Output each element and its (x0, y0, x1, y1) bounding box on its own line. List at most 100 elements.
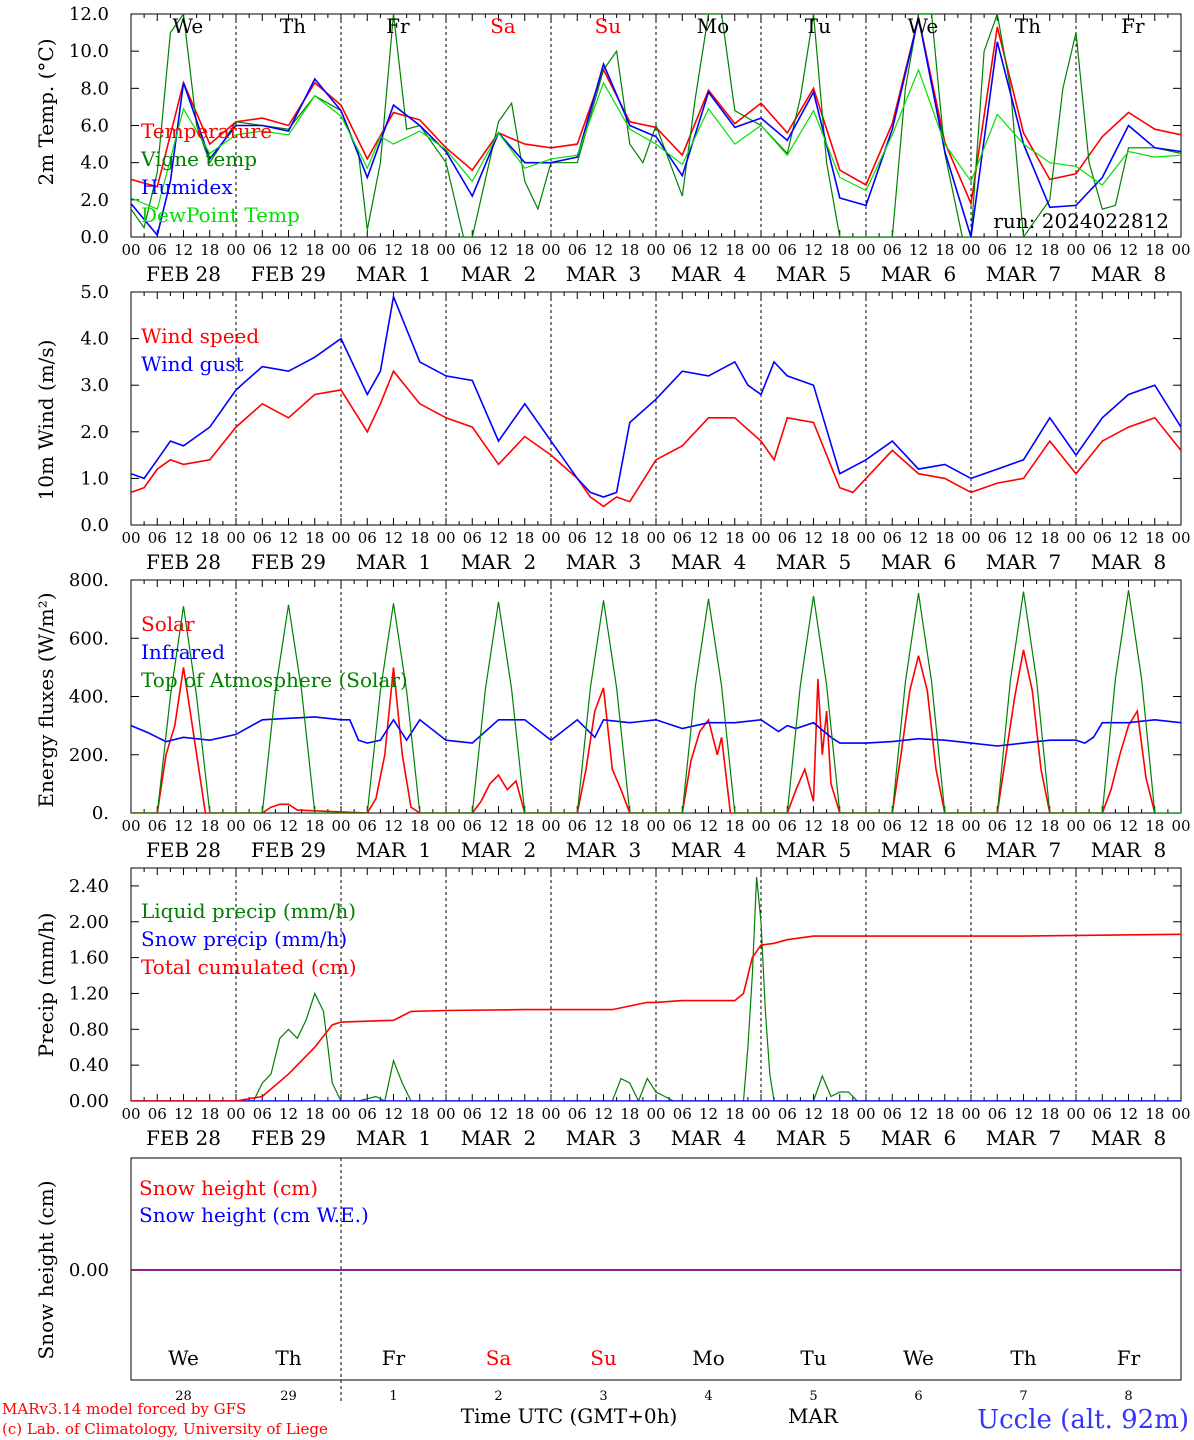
day-number-label: 6 (914, 1389, 922, 1404)
hour-tick-label: 00 (856, 529, 875, 547)
series-line-solar (131, 649, 1156, 813)
hour-tick-label: 06 (358, 529, 377, 547)
date-label: FEB 28 (146, 838, 221, 862)
series-line-humidex (131, 17, 1181, 237)
hour-tick-label: 12 (804, 1105, 823, 1123)
hour-tick-label: 12 (489, 241, 508, 259)
y-tick-label: 0.0 (80, 227, 109, 248)
legend-entry: Humidex (141, 175, 233, 199)
hour-tick-label: 18 (515, 817, 534, 835)
hour-tick-label: 06 (673, 529, 692, 547)
y-axis-label: Snow height (cm) (34, 1180, 58, 1359)
hour-tick-label: 12 (279, 817, 298, 835)
hour-tick-label: 00 (541, 1105, 560, 1123)
hour-tick-label: 12 (594, 817, 613, 835)
hour-tick-label: 00 (226, 1105, 245, 1123)
hour-tick-label: 18 (620, 817, 639, 835)
hour-tick-label: 18 (935, 529, 954, 547)
date-label: FEB 28 (146, 1126, 221, 1150)
hour-tick-label: 00 (751, 817, 770, 835)
hour-tick-label: 06 (463, 529, 482, 547)
y-tick-label: 400. (69, 687, 109, 708)
hour-tick-label: 00 (436, 241, 455, 259)
hour-tick-label: 00 (121, 241, 140, 259)
hour-tick-label: 00 (961, 529, 980, 547)
hour-tick-label: 06 (148, 241, 167, 259)
hour-tick-label: 12 (699, 1105, 718, 1123)
hour-tick-label: 12 (279, 241, 298, 259)
legend-entry: Vigne temp (140, 147, 257, 171)
chart-panel-3: 00 06 12 18 00 06 12 18 00 06 12 18 00 06 12 18 00 06 12 18… (34, 570, 1191, 862)
y-axis-label: 2m Temp. (°C) (34, 38, 58, 185)
date-label: MAR 7 (986, 1126, 1061, 1150)
date-label: MAR 4 (671, 838, 746, 862)
y-tick-label: 6.0 (80, 116, 109, 137)
date-label: MAR 3 (566, 550, 641, 574)
y-axis-label: Energy fluxes (W/m²) (34, 592, 58, 807)
hour-tick-label: 12 (909, 529, 928, 547)
series-line-dewpoint-temp (131, 68, 1181, 210)
hour-tick-label: 06 (568, 1105, 587, 1123)
hour-tick-label: 00 (1171, 529, 1190, 547)
hour-tick-label: 00 (541, 817, 560, 835)
hour-tick-label: 00 (751, 241, 770, 259)
hour-tick-label: 18 (1145, 817, 1164, 835)
hour-tick-label: 12 (1119, 817, 1138, 835)
hour-tick-label: 00 (646, 1105, 665, 1123)
y-tick-label: 2.40 (69, 876, 109, 897)
hour-tick-label: 06 (568, 529, 587, 547)
day-number-label: 1 (389, 1389, 397, 1404)
hour-tick-label: 06 (988, 1105, 1007, 1123)
hour-tick-label: 18 (305, 1105, 324, 1123)
hour-tick-label: 00 (1171, 1105, 1190, 1123)
hour-tick-label: 00 (856, 817, 875, 835)
hour-tick-label: 00 (331, 1105, 350, 1123)
hour-tick-label: 12 (804, 529, 823, 547)
run-annotation: run: 2024022812 (993, 209, 1169, 233)
hour-tick-label: 06 (253, 529, 272, 547)
hour-tick-label: 00 (226, 529, 245, 547)
date-label: MAR 5 (776, 550, 851, 574)
hour-tick-label: 06 (883, 529, 902, 547)
hour-tick-label: 12 (174, 1105, 193, 1123)
lab-credit: (c) Lab. of Climatology, University of L… (2, 1420, 328, 1438)
day-number-label: 28 (175, 1389, 192, 1404)
hour-tick-label: 18 (305, 817, 324, 835)
hour-tick-label: 06 (148, 817, 167, 835)
hour-tick-label: 18 (410, 817, 429, 835)
panel-frame (130, 1157, 1182, 1381)
weekday-label: Fr (1117, 1346, 1141, 1370)
hour-tick-label: 06 (253, 241, 272, 259)
hour-tick-label: 06 (673, 817, 692, 835)
hour-tick-label: 18 (1040, 241, 1059, 259)
hour-tick-label: 12 (1014, 817, 1033, 835)
hour-tick-label: 06 (358, 817, 377, 835)
date-label: MAR 1 (356, 550, 431, 574)
date-label: MAR 2 (461, 1126, 536, 1150)
y-axis-label: Precip (mm/h) (34, 913, 58, 1058)
chart-panel-2: 00 06 12 18 00 06 12 18 00 06 12 18 00 06 12 18 00 06 12 18… (34, 282, 1191, 574)
date-label: FEB 29 (251, 1126, 326, 1150)
date-label: MAR 8 (1091, 1126, 1166, 1150)
legend-entry: Snow height (cm W.E.) (139, 1203, 369, 1227)
hour-tick-label: 00 (1066, 817, 1085, 835)
hour-tick-label: 00 (856, 241, 875, 259)
hour-tick-label: 12 (1014, 529, 1033, 547)
hour-tick-label: 18 (410, 529, 429, 547)
hour-tick-label: 18 (515, 1105, 534, 1123)
hour-tick-label: 12 (489, 1105, 508, 1123)
hour-tick-label: 06 (883, 1105, 902, 1123)
hour-tick-label: 00 (331, 817, 350, 835)
hour-tick-label: 18 (410, 241, 429, 259)
hour-tick-label: 12 (1119, 1105, 1138, 1123)
y-tick-label: 0.0 (80, 515, 109, 536)
y-tick-label: 0.00 (69, 1091, 109, 1112)
day-number-label: 7 (1019, 1389, 1027, 1404)
day-number-label: 29 (280, 1389, 297, 1404)
hour-tick-label: 00 (436, 1105, 455, 1123)
y-tick-label: 1.0 (80, 468, 109, 489)
hour-tick-label: 12 (384, 529, 403, 547)
hour-tick-label: 00 (961, 817, 980, 835)
y-tick-label: 4.0 (80, 329, 109, 350)
hour-tick-label: 12 (909, 241, 928, 259)
